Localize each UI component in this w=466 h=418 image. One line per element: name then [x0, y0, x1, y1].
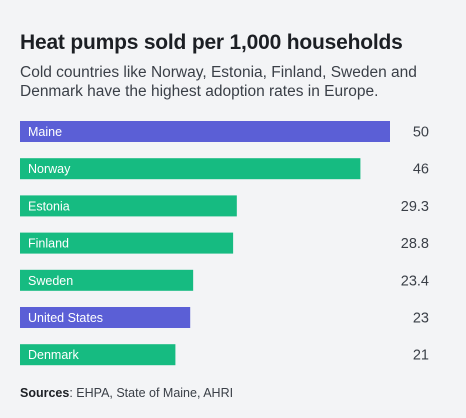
bar-united-states	[20, 307, 191, 328]
bar-category-label: Norway	[28, 162, 71, 176]
chart-title: Heat pumps sold per 1,000 households	[20, 31, 403, 54]
bar-maine	[20, 121, 390, 142]
bar-category-label: Maine	[28, 125, 62, 139]
bar-value-label: 29.3	[401, 199, 429, 215]
sources-label: Sources	[20, 386, 70, 400]
bar-category-label: Denmark	[28, 348, 79, 362]
bar-category-label: Estonia	[28, 199, 70, 213]
bar-value-label: 50	[413, 125, 429, 141]
bar-category-label: Finland	[28, 237, 69, 251]
bar-estonia	[20, 195, 237, 217]
bar-value-label: 23	[413, 311, 429, 327]
bar-value-label: 21	[413, 348, 429, 364]
chart-subtitle: Cold countries like Norway, Estonia, Fin…	[20, 64, 417, 100]
sources-text: : EHPA, State of Maine, AHRI	[69, 386, 234, 400]
bar-norway	[20, 158, 361, 180]
bar-value-label: 46	[413, 162, 429, 178]
bar-denmark	[20, 344, 176, 366]
bar-sweden	[20, 269, 194, 291]
bar-value-label: 28.8	[401, 236, 429, 252]
sources-note: Sources: EHPA, State of Maine, AHRI	[20, 386, 233, 400]
bar-category-label: Sweden	[28, 274, 73, 288]
bar-category-label: United States	[28, 311, 103, 325]
bar-value-label: 23.4	[401, 273, 429, 289]
bar-finland	[20, 232, 234, 254]
